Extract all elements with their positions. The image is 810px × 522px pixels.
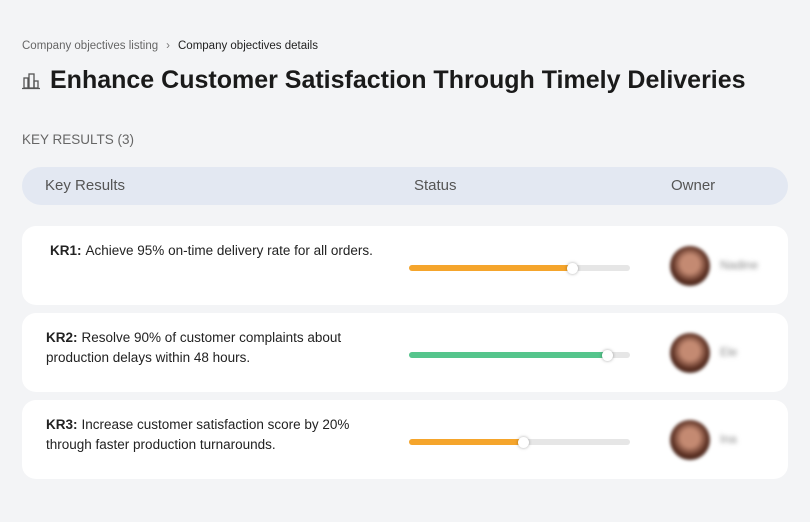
breadcrumb-current: Company objectives details (178, 40, 318, 52)
key-result-text: KR1: Achieve 95% on-time delivery rate fo… (50, 241, 380, 261)
table-header: Key Results Status Owner (22, 167, 788, 205)
key-result-description: Increase customer satisfaction score by … (46, 417, 350, 452)
key-result-label: KR3: (46, 417, 78, 432)
key-result-row[interactable]: KR3: Increase customer satisfaction score… (22, 400, 788, 479)
key-result-text: KR2: Resolve 90% of customer complaints a… (46, 328, 376, 368)
key-result-description: Achieve 95% on-time delivery rate for al… (85, 243, 373, 258)
owner-avatar (670, 333, 710, 373)
progress-handle (567, 262, 579, 274)
page-title: Enhance Customer Satisfaction Through Ti… (22, 66, 746, 95)
progress-handle (602, 349, 614, 361)
progress-track (409, 436, 630, 448)
owner-avatar (670, 246, 710, 286)
key-result-description: Resolve 90% of customer complaints about… (46, 330, 342, 365)
owner-avatar (670, 420, 710, 460)
key-result-row[interactable]: KR1: Achieve 95% on-time delivery rate fo… (22, 226, 788, 305)
key-result-label: KR2: (46, 330, 78, 345)
key-result-text: KR3: Increase customer satisfaction score… (46, 415, 376, 455)
key-result-label: KR1: (50, 243, 82, 258)
title-icon (22, 72, 40, 89)
progress-track (409, 349, 630, 361)
progress-fill (409, 439, 524, 445)
progress-track (409, 262, 630, 274)
progress-fill (409, 352, 608, 358)
key-result-row[interactable]: KR2: Resolve 90% of customer complaints a… (22, 313, 788, 392)
breadcrumb-link[interactable]: Company objectives listing (22, 40, 159, 52)
owner-name: Ele (720, 345, 738, 359)
breadcrumb: Company objectives listing › Company objec… (22, 40, 318, 52)
owner-name: Nadine (720, 258, 759, 272)
header-cell: Owner (671, 177, 716, 194)
section-label: KEY RESULTS (3) (22, 132, 135, 147)
title-text: Enhance Customer Satisfaction Through Ti… (50, 66, 746, 94)
owner-name: Ina (720, 432, 737, 446)
breadcrumb-separator: › (166, 40, 170, 52)
progress-handle (518, 436, 530, 448)
header-cell: Key Results (45, 177, 126, 194)
header-cell: Status (414, 177, 457, 194)
progress-fill (409, 265, 573, 271)
